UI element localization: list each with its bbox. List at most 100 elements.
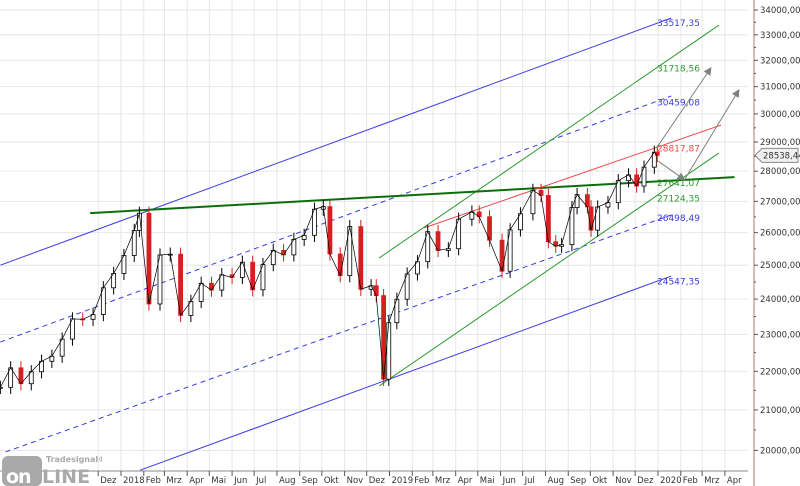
x-tick-label: Apr — [727, 476, 742, 486]
y-tick-label: 28000,00 — [760, 167, 800, 177]
price-path — [273, 250, 284, 256]
price-path — [388, 299, 398, 323]
price-path — [123, 230, 135, 256]
candle-body — [435, 231, 441, 251]
y-tick-label: 27000,00 — [760, 197, 800, 207]
price-path — [406, 261, 418, 275]
grid — [0, 0, 748, 471]
x-tick-label: 2018 — [123, 476, 145, 486]
price-path — [628, 174, 637, 187]
x-tick-label: 2019 — [391, 476, 413, 486]
projection-arrow — [656, 67, 712, 149]
price-path — [148, 254, 161, 305]
candle-body — [327, 206, 333, 255]
y-tick-label: 26000,00 — [760, 229, 800, 239]
price-path — [548, 241, 556, 247]
price-path — [636, 167, 645, 187]
trendline-label: 27124,35 — [657, 195, 700, 205]
x-tick-label: Aug — [547, 476, 564, 486]
trendline — [378, 24, 720, 259]
price-path — [200, 282, 212, 291]
price-path — [92, 287, 104, 315]
x-tick-label: Mai — [211, 476, 226, 486]
tradesignal-logo: Tradesignal® on LINE — [2, 455, 102, 486]
x-tick-label: Nov — [615, 476, 632, 486]
x-tick-label: Jul — [524, 476, 535, 486]
price-path — [427, 231, 439, 251]
trendline — [423, 124, 722, 229]
x-tick-label: Mai — [480, 476, 495, 486]
trendline — [0, 95, 672, 343]
price-path — [520, 190, 534, 214]
candles — [0, 145, 660, 394]
candle-body — [499, 239, 505, 272]
trendline — [0, 17, 672, 266]
price-path — [180, 301, 192, 316]
price-path — [654, 152, 658, 156]
price-path — [262, 250, 274, 265]
trendline-label: 27641,07 — [657, 179, 700, 189]
x-tick-label: Okt — [592, 476, 608, 486]
price-path — [349, 226, 362, 290]
candle-body — [281, 249, 286, 256]
price-path — [417, 231, 429, 262]
x-tick-label: Dez — [637, 476, 654, 486]
price-path — [103, 273, 114, 288]
price-path — [375, 295, 384, 380]
price-path — [252, 264, 264, 290]
trendline — [90, 176, 735, 215]
trendline-label: 30459,08 — [657, 98, 700, 108]
x-tick-label: Dez — [369, 476, 386, 486]
trendline — [378, 152, 720, 387]
trendline-label: 24547,35 — [657, 277, 700, 287]
candle-body — [386, 322, 392, 380]
candle-body — [373, 285, 379, 297]
price-path — [360, 285, 372, 290]
trendline-label: 31718,56 — [657, 65, 700, 75]
trendline — [139, 275, 672, 471]
price-path — [329, 253, 341, 276]
x-tick-label: Sep — [302, 476, 318, 486]
projection-arrow — [658, 161, 686, 181]
y-tick-label: 20000,00 — [760, 446, 800, 456]
price-path — [139, 213, 150, 304]
price-path — [190, 283, 202, 302]
price-path — [20, 371, 32, 384]
y-tick-label: 32000,00 — [760, 56, 800, 66]
price-path — [0, 367, 11, 388]
x-tick-label: 2020 — [660, 476, 682, 486]
trendline-label: 33517,35 — [657, 19, 700, 29]
logo-word: on — [6, 466, 31, 486]
price-path — [31, 361, 42, 373]
price-path — [231, 262, 243, 278]
x-tick-label: Dez — [100, 476, 117, 486]
price-path — [540, 195, 549, 242]
x-tick-label: Apr — [458, 476, 473, 486]
price-path — [159, 253, 171, 256]
x-tick-label: Jun — [502, 476, 516, 486]
y-tick-label: 21000,00 — [760, 406, 800, 416]
price-path — [82, 314, 94, 320]
x-tick-label: Jul — [255, 476, 266, 486]
projection-arrow — [684, 89, 740, 181]
price-path — [471, 211, 480, 218]
y-tick-label: 30000,00 — [760, 110, 800, 120]
trendline-label: 28817,87 — [657, 144, 700, 154]
logo-word-rest: LINE — [42, 466, 90, 486]
price-path — [169, 254, 181, 316]
y-tick-label: 29000,00 — [760, 138, 800, 148]
candle-body — [530, 189, 536, 215]
price-path — [51, 338, 63, 357]
arrows — [656, 67, 740, 181]
price-path — [322, 206, 331, 255]
candle-body — [358, 226, 364, 290]
price-path — [41, 355, 53, 362]
price-path — [478, 216, 490, 241]
price-path — [113, 255, 125, 274]
x-tick-label: Okt — [324, 476, 340, 486]
price-path — [555, 244, 562, 247]
price-path — [339, 226, 351, 276]
x-tick-label: Aug — [279, 476, 296, 486]
trendline-labels: 33517,35 30459,08 26498,49 24547,35 31718,56… — [657, 19, 700, 288]
